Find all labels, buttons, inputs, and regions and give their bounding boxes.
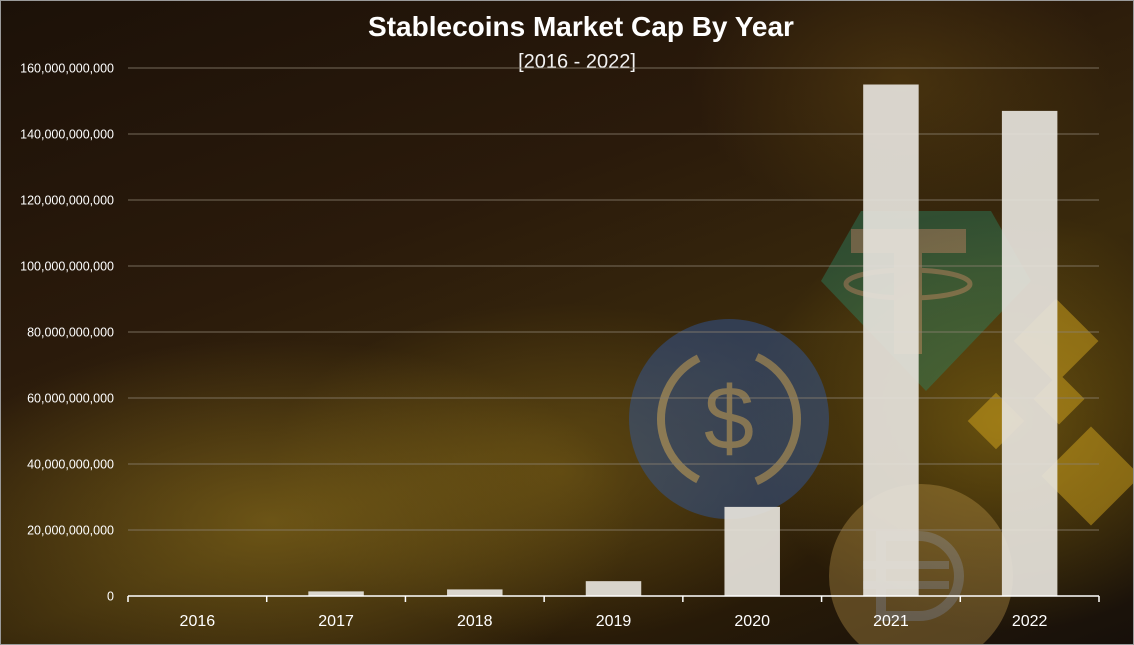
tether-coin-icon bbox=[821, 211, 1031, 391]
y-tick-label: 160,000,000,000 bbox=[20, 62, 114, 76]
x-tick-label: 2022 bbox=[1012, 613, 1048, 630]
usdc-coin-icon: $ bbox=[629, 319, 829, 519]
y-tick-label: 140,000,000,000 bbox=[20, 128, 114, 142]
y-tick-label: 100,000,000,000 bbox=[20, 260, 114, 274]
chart-subtitle: [2016 - 2022] bbox=[518, 51, 636, 73]
x-tick-label: 2019 bbox=[596, 613, 632, 630]
bar-2018 bbox=[447, 589, 503, 596]
x-tick-label: 2016 bbox=[180, 613, 216, 630]
bar-series bbox=[308, 84, 1058, 597]
y-tick-label: 40,000,000,000 bbox=[27, 458, 114, 472]
y-tick-label: 0 bbox=[107, 590, 114, 604]
bar-2022 bbox=[1001, 110, 1058, 597]
svg-text:$: $ bbox=[704, 369, 754, 469]
bar-2020 bbox=[724, 506, 780, 596]
y-tick-label: 60,000,000,000 bbox=[27, 392, 114, 406]
dai-coin-icon bbox=[829, 484, 1013, 644]
x-tick-label: 2020 bbox=[734, 613, 770, 630]
y-tick-label: 120,000,000,000 bbox=[20, 194, 114, 208]
x-tick-label: 2017 bbox=[318, 613, 354, 630]
bar-2021 bbox=[863, 84, 919, 596]
chart-title: Stablecoins Market Cap By Year bbox=[368, 11, 794, 42]
x-axis: 2016 2017 2018 2019 2020 2021 2022 bbox=[127, 595, 1100, 630]
y-tick-label: 80,000,000,000 bbox=[27, 326, 114, 340]
bar-2017 bbox=[308, 591, 364, 596]
y-axis-ticks: 0 20,000,000,000 40,000,000,000 60,000,000,… bbox=[20, 62, 114, 604]
y-tick-label: 20,000,000,000 bbox=[27, 524, 114, 538]
bar-2019 bbox=[585, 581, 642, 596]
x-tick-label: 2021 bbox=[873, 613, 909, 630]
gridlines bbox=[128, 67, 1099, 531]
x-tick-label: 2018 bbox=[457, 613, 493, 630]
